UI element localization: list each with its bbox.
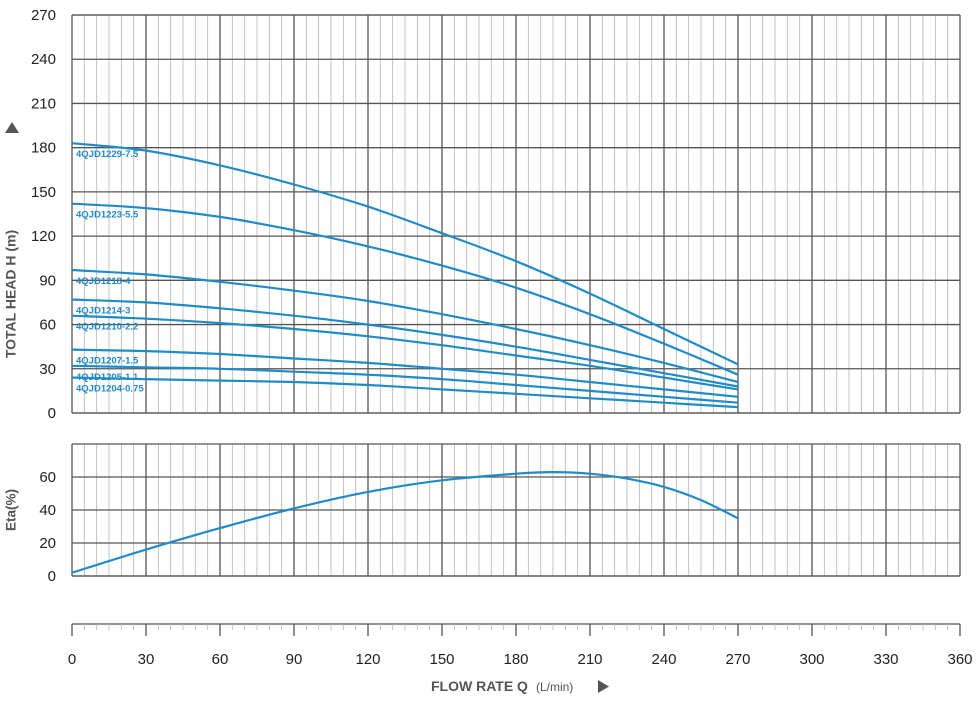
head-y-tick-label: 30	[39, 361, 56, 378]
head-series-line-4QJD1210-2.2	[71, 314, 739, 391]
x-tick-label: 330	[873, 651, 898, 668]
x-tick-label: 210	[577, 651, 602, 668]
head-series-line-4QJD1214-3	[71, 298, 739, 388]
head-y-tick-label: 90	[39, 272, 56, 289]
head-y-tick-label: 240	[31, 51, 56, 68]
x-tick-label: 30	[138, 651, 155, 668]
head-series-line-4QJD1229-7.5	[71, 142, 739, 366]
eta-y-tick-label: 0	[48, 568, 56, 585]
x-tick-label: 90	[286, 651, 303, 668]
head-y-tick-label: 210	[31, 95, 56, 112]
head-panel: 0 30 60 90 120 150 180 210 240 270 4QJD1229-7.5 4QJ…	[3, 7, 961, 422]
eta-y-tick-label: 40	[39, 502, 56, 519]
head-series-line-4QJD1223-5.5	[71, 202, 739, 376]
x-axis-title: FLOW RATE Q (L/min)	[431, 678, 573, 694]
head-series-line-4QJD1204-0.75	[71, 376, 739, 409]
eta-y-tick-label: 60	[39, 469, 56, 486]
x-tick-label: 60	[212, 651, 229, 668]
head-y-tick-label: 270	[31, 7, 56, 24]
series-label-4QJD1210-2.2: 4QJD1210-2.2	[76, 322, 138, 333]
x-tick-label: 0	[68, 651, 76, 668]
eta-series-line-0	[71, 470, 739, 574]
head-y-axis-title: TOTAL HEAD H (m)	[3, 230, 19, 358]
x-tick-label: 120	[355, 651, 380, 668]
x-tick-label: 180	[503, 651, 528, 668]
eta-panel: 0 20 40 60 Eta(%)	[4, 443, 961, 585]
head-y-tick-label: 60	[39, 317, 56, 334]
x-tick-label: 240	[651, 651, 676, 668]
series-label-4QJD1229-7.5: 4QJD1229-7.5	[76, 149, 139, 160]
head-series-line-4QJD1205-1.1	[71, 364, 739, 404]
x-axis: 0 30 60 90 120 150 180 210 240 270 300 330 360 FLOW R…	[68, 623, 973, 694]
head-series-line-4QJD1218-4	[71, 268, 739, 384]
series-label-4QJD1204-0.75: 4QJD1204-0.75	[76, 384, 144, 395]
x-axis-unit: (L/min)	[536, 680, 573, 694]
series-label-4QJD1218-4: 4QJD1218-4	[76, 276, 131, 287]
series-label-4QJD1207-1.5: 4QJD1207-1.5	[76, 356, 139, 367]
eta-y-axis-title: Eta(%)	[4, 489, 19, 531]
eta-y-tick-label: 20	[39, 535, 56, 552]
y-axis-arrow-icon	[5, 122, 19, 133]
x-tick-label: 360	[947, 651, 972, 668]
head-y-tick-label: 120	[31, 228, 56, 245]
head-y-tick-label: 180	[31, 140, 56, 157]
series-label-4QJD1214-3: 4QJD1214-3	[76, 305, 130, 316]
x-tick-label: 300	[799, 651, 824, 668]
x-tick-label: 270	[725, 651, 750, 668]
head-y-tick-label: 150	[31, 184, 56, 201]
x-tick-label: 150	[429, 651, 454, 668]
x-axis-arrow-icon	[598, 680, 609, 693]
x-axis-label: FLOW RATE Q	[431, 678, 528, 694]
head-series-line-4QJD1207-1.5	[71, 348, 739, 398]
series-label-4QJD1223-5.5: 4QJD1223-5.5	[76, 210, 139, 221]
head-y-tick-label: 0	[48, 405, 56, 422]
